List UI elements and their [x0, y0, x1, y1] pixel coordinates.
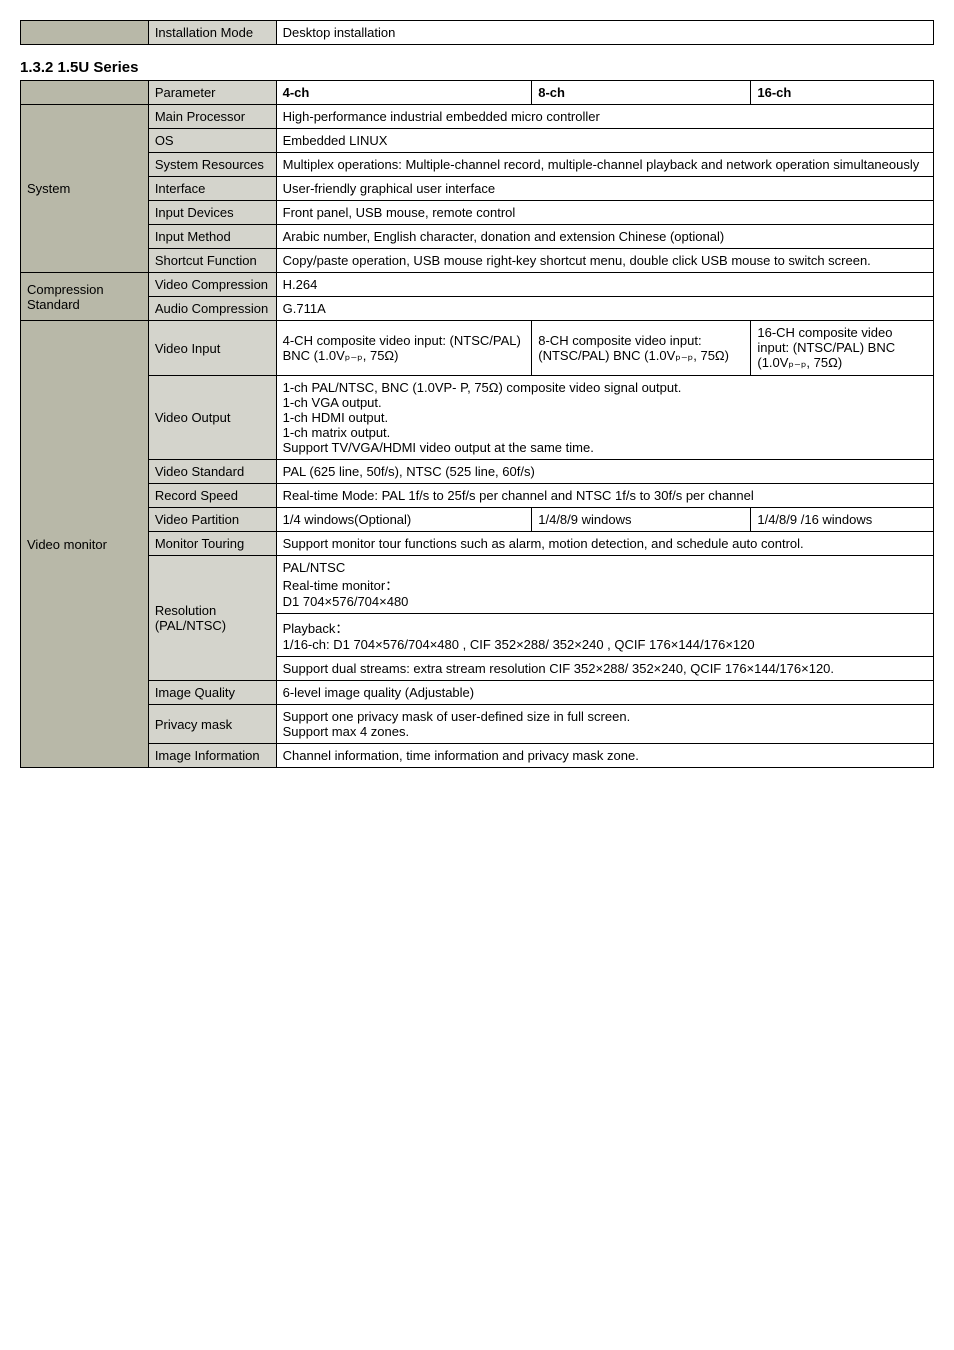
table-row: Parameter 4-ch 8-ch 16-ch	[21, 81, 934, 105]
video-standard-label: Video Standard	[148, 460, 276, 484]
video-input-label: Video Input	[148, 321, 276, 376]
image-info-value: Channel information, time information an…	[276, 744, 933, 768]
col-8ch-header: 8-ch	[532, 81, 751, 105]
video-partition-label: Video Partition	[148, 508, 276, 532]
video-input-8ch: 8-CH composite video input: (NTSC/PAL) B…	[532, 321, 751, 376]
top-cat-cell	[21, 21, 149, 45]
privacy-mask-value: Support one privacy mask of user-defined…	[276, 705, 933, 744]
video-partition-4ch: 1/4 windows(Optional)	[276, 508, 532, 532]
table-row: Privacy mask Support one privacy mask of…	[21, 705, 934, 744]
main-processor-value: High-performance industrial embedded mic…	[276, 105, 933, 129]
table-row: Input Devices Front panel, USB mouse, re…	[21, 201, 934, 225]
main-processor-label: Main Processor	[148, 105, 276, 129]
os-value: Embedded LINUX	[276, 129, 933, 153]
video-input-16ch: 16-CH composite video input: (NTSC/PAL) …	[751, 321, 934, 376]
section-heading: 1.3.2 1.5U Series	[20, 59, 934, 76]
record-speed-value: Real-time Mode: PAL 1f/s to 25f/s per ch…	[276, 484, 933, 508]
empty-corner-cell	[21, 81, 149, 105]
table-row: Resolution (PAL/NTSC) PAL/NTSC Real-time…	[21, 556, 934, 614]
table-row: System Main Processor High-performance i…	[21, 105, 934, 129]
table-row: Record Speed Real-time Mode: PAL 1f/s to…	[21, 484, 934, 508]
video-output-label: Video Output	[148, 376, 276, 460]
video-input-4ch: 4-CH composite video input: (NTSC/PAL) B…	[276, 321, 532, 376]
image-info-label: Image Information	[148, 744, 276, 768]
installation-mode-label: Installation Mode	[148, 21, 276, 45]
table-row: Installation Mode Desktop installation	[21, 21, 934, 45]
resolution-block1: PAL/NTSC Real-time monitor： D1 704×576/7…	[276, 556, 933, 614]
resources-value: Multiplex operations: Multiple-channel r…	[276, 153, 933, 177]
video-compression-label: Video Compression	[148, 273, 276, 297]
table-row: Interface User-friendly graphical user i…	[21, 177, 934, 201]
resources-label: System Resources	[148, 153, 276, 177]
table-row: System Resources Multiplex operations: M…	[21, 153, 934, 177]
monitor-touring-value: Support monitor tour functions such as a…	[276, 532, 933, 556]
resolution-block2: Playback： 1/16-ch: D1 704×576/704×480 , …	[276, 614, 933, 657]
table-row: Monitor Touring Support monitor tour fun…	[21, 532, 934, 556]
monitor-touring-label: Monitor Touring	[148, 532, 276, 556]
image-quality-label: Image Quality	[148, 681, 276, 705]
resolution-block3: Support dual streams: extra stream resol…	[276, 657, 933, 681]
spec-table: Parameter 4-ch 8-ch 16-ch System Main Pr…	[20, 80, 934, 768]
audio-compression-value: G.711A	[276, 297, 933, 321]
table-row: Audio Compression G.711A	[21, 297, 934, 321]
system-category: System	[21, 105, 149, 273]
video-partition-8ch: 1/4/8/9 windows	[532, 508, 751, 532]
video-monitor-category: Video monitor	[21, 321, 149, 768]
input-method-label: Input Method	[148, 225, 276, 249]
video-partition-16ch: 1/4/8/9 /16 windows	[751, 508, 934, 532]
table-row: Image Information Channel information, t…	[21, 744, 934, 768]
table-row: Video Partition 1/4 windows(Optional) 1/…	[21, 508, 934, 532]
input-method-value: Arabic number, English character, donati…	[276, 225, 933, 249]
shortcut-label: Shortcut Function	[148, 249, 276, 273]
table-row: OS Embedded LINUX	[21, 129, 934, 153]
resolution-label: Resolution (PAL/NTSC)	[148, 556, 276, 681]
table-row: Video Output 1-ch PAL/NTSC, BNC (1.0VP- …	[21, 376, 934, 460]
privacy-mask-label: Privacy mask	[148, 705, 276, 744]
table-row: Video Standard PAL (625 line, 50f/s), NT…	[21, 460, 934, 484]
compression-category: Compression Standard	[21, 273, 149, 321]
shortcut-value: Copy/paste operation, USB mouse right-ke…	[276, 249, 933, 273]
interface-label: Interface	[148, 177, 276, 201]
table-row: Video monitor Video Input 4-CH composite…	[21, 321, 934, 376]
installation-mode-value: Desktop installation	[276, 21, 933, 45]
table-row: Shortcut Function Copy/paste operation, …	[21, 249, 934, 273]
audio-compression-label: Audio Compression	[148, 297, 276, 321]
table-row: Compression Standard Video Compression H…	[21, 273, 934, 297]
parameter-header: Parameter	[148, 81, 276, 105]
table-row: Image Quality 6-level image quality (Adj…	[21, 681, 934, 705]
video-output-value: 1-ch PAL/NTSC, BNC (1.0VP- P, 75Ω) compo…	[276, 376, 933, 460]
input-devices-value: Front panel, USB mouse, remote control	[276, 201, 933, 225]
top-table: Installation Mode Desktop installation	[20, 20, 934, 45]
input-devices-label: Input Devices	[148, 201, 276, 225]
video-standard-value: PAL (625 line, 50f/s), NTSC (525 line, 6…	[276, 460, 933, 484]
table-row: Input Method Arabic number, English char…	[21, 225, 934, 249]
col-16ch-header: 16-ch	[751, 81, 934, 105]
col-4ch-header: 4-ch	[276, 81, 532, 105]
record-speed-label: Record Speed	[148, 484, 276, 508]
image-quality-value: 6-level image quality (Adjustable)	[276, 681, 933, 705]
os-label: OS	[148, 129, 276, 153]
video-compression-value: H.264	[276, 273, 933, 297]
interface-value: User-friendly graphical user interface	[276, 177, 933, 201]
